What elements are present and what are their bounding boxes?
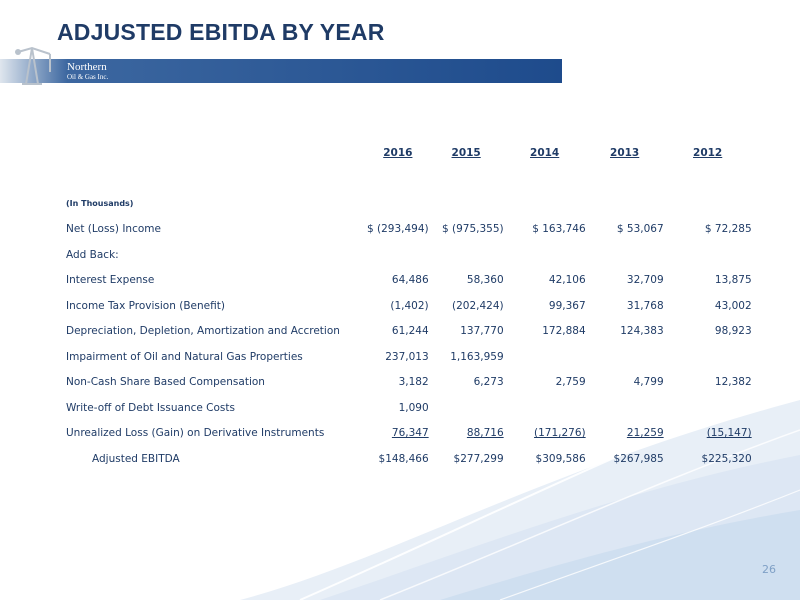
cell-value: 21,259 bbox=[626, 427, 664, 440]
row-label: Depreciation, Depletion, Amortization an… bbox=[66, 325, 340, 338]
cell-value: 58,360 bbox=[466, 274, 504, 287]
company-logo-text: Northern Oil & Gas Inc. bbox=[67, 62, 108, 81]
row-label: Impairment of Oil and Natural Gas Proper… bbox=[66, 350, 303, 363]
cell-value: 64,486 bbox=[391, 274, 429, 287]
row-label: Unrealized Loss (Gain) on Derivative Ins… bbox=[66, 427, 325, 440]
cell-value: $ (975,355) bbox=[442, 223, 504, 236]
year-header: 2015 bbox=[451, 146, 481, 159]
cell-value bbox=[664, 395, 752, 421]
cell-value: $225,320 bbox=[701, 452, 752, 465]
logo-line-1: Northern bbox=[67, 61, 107, 73]
table-row: Income Tax Provision (Benefit) (1,402) (… bbox=[66, 293, 752, 319]
cell-value bbox=[586, 344, 664, 370]
cell-value: 88,716 bbox=[466, 427, 504, 440]
cell-value bbox=[504, 344, 586, 370]
cell-value: 61,244 bbox=[391, 325, 429, 338]
cell-value: $277,299 bbox=[453, 452, 504, 465]
year-header: 2016 bbox=[383, 146, 413, 159]
row-label: Write-off of Debt Issuance Costs bbox=[66, 401, 235, 414]
year-header: 2012 bbox=[693, 146, 723, 159]
cell-value bbox=[586, 395, 664, 421]
cell-value: 6,273 bbox=[473, 376, 504, 389]
cell-value: 42,106 bbox=[548, 274, 586, 287]
cell-value: 1,090 bbox=[398, 401, 429, 414]
ebitda-table: 2016 2015 2014 2013 2012 (In Thousands) … bbox=[66, 140, 752, 472]
background-wave-decoration bbox=[240, 379, 800, 600]
table-row: Non-Cash Share Based Compensation 3,182 … bbox=[66, 370, 752, 396]
units-row: (In Thousands) bbox=[66, 191, 752, 217]
table-row: Impairment of Oil and Natural Gas Proper… bbox=[66, 344, 752, 370]
row-label: Non-Cash Share Based Compensation bbox=[66, 376, 265, 389]
row-label: Adjusted EBITDA bbox=[92, 452, 180, 465]
cell-value: 32,709 bbox=[626, 274, 664, 287]
year-header-row: 2016 2015 2014 2013 2012 bbox=[66, 140, 752, 166]
cell-value: $ 53,067 bbox=[616, 223, 664, 236]
cell-value: 4,799 bbox=[633, 376, 664, 389]
cell-value: $ 163,746 bbox=[532, 223, 586, 236]
cell-value: 98,923 bbox=[714, 325, 752, 338]
cell-value: 13,875 bbox=[714, 274, 752, 287]
row-label: Add Back: bbox=[66, 248, 119, 261]
cell-value: $309,586 bbox=[535, 452, 586, 465]
cell-value: 31,768 bbox=[626, 299, 664, 312]
row-label: Net (Loss) Income bbox=[66, 223, 161, 236]
logo-banner bbox=[0, 59, 562, 83]
cell-value: 124,383 bbox=[620, 325, 664, 338]
cell-value: $148,466 bbox=[378, 452, 429, 465]
cell-value: $ (293,494) bbox=[367, 223, 429, 236]
page-number: 26 bbox=[762, 563, 776, 576]
cell-value: 99,367 bbox=[548, 299, 586, 312]
cell-value: 43,002 bbox=[714, 299, 752, 312]
cell-value: $267,985 bbox=[613, 452, 664, 465]
units-label: (In Thousands) bbox=[66, 199, 134, 209]
cell-value: (1,402) bbox=[390, 299, 429, 312]
total-row: Adjusted EBITDA $148,466 $277,299 $309,5… bbox=[66, 446, 752, 472]
cell-value: 172,884 bbox=[542, 325, 586, 338]
year-header: 2013 bbox=[610, 146, 640, 159]
cell-value: (15,147) bbox=[706, 427, 752, 440]
cell-value: (171,276) bbox=[534, 427, 586, 440]
cell-value: 137,770 bbox=[460, 325, 504, 338]
cell-value bbox=[664, 344, 752, 370]
table-row: Net (Loss) Income $ (293,494) $ (975,355… bbox=[66, 217, 752, 243]
cell-value: 76,347 bbox=[391, 427, 429, 440]
row-label: Interest Expense bbox=[66, 274, 155, 287]
logo-line-2: Oil & Gas Inc. bbox=[67, 73, 109, 81]
pumpjack-logo-icon bbox=[15, 46, 51, 85]
cell-value: 3,182 bbox=[398, 376, 429, 389]
table-row: Interest Expense 64,486 58,360 42,106 32… bbox=[66, 268, 752, 294]
table-row: Unrealized Loss (Gain) on Derivative Ins… bbox=[66, 421, 752, 447]
year-header: 2014 bbox=[530, 146, 560, 159]
cell-value: 12,382 bbox=[714, 376, 752, 389]
cell-value bbox=[504, 395, 586, 421]
cell-value bbox=[429, 395, 504, 421]
page-title: ADJUSTED EBITDA BY YEAR bbox=[57, 19, 385, 45]
cell-value: 237,013 bbox=[385, 350, 429, 363]
table-row: Write-off of Debt Issuance Costs 1,090 bbox=[66, 395, 752, 421]
cell-value: $ 72,285 bbox=[704, 223, 752, 236]
cell-value: (202,424) bbox=[452, 299, 504, 312]
row-label: Income Tax Provision (Benefit) bbox=[66, 299, 225, 312]
table-row: Depreciation, Depletion, Amortization an… bbox=[66, 319, 752, 345]
cell-value: 2,759 bbox=[555, 376, 586, 389]
cell-value: 1,163,959 bbox=[450, 350, 504, 363]
table-row: Add Back: bbox=[66, 242, 752, 268]
